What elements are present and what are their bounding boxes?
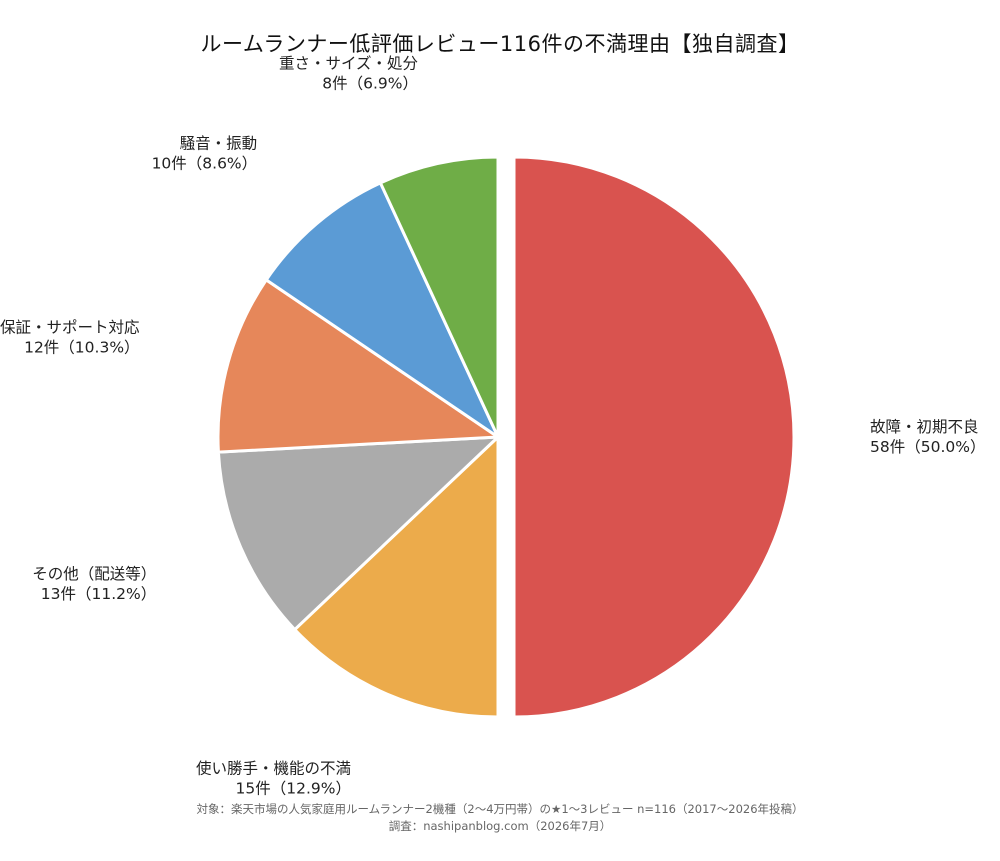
slice-label: 使い勝手・機能の不満 15件（12.9%） xyxy=(196,760,351,798)
slice-label: 騒音・振動 10件（8.6%） xyxy=(152,134,258,172)
slice-value-label: 13件（11.2%） xyxy=(41,585,156,603)
footnote-credit: 調査：nashipanblog.com（2026年7月） xyxy=(388,819,612,833)
slice-label: 故障・初期不良 58件（50.0%） xyxy=(870,418,985,456)
slice-label: 保証・サポート対応 12件（10.3%） xyxy=(0,318,140,356)
pie-slice xyxy=(512,155,796,719)
pie-labels: 故障・初期不良 58件（50.0%） 使い勝手・機能の不満 15件（12.9%） その他… xyxy=(0,55,985,798)
slice-value-label: 15件（12.9%） xyxy=(236,780,351,798)
slice-value-label: 10件（8.6%） xyxy=(152,154,258,172)
pie-slice xyxy=(216,435,500,632)
slice-label: 重さ・サイズ・処分 8件（6.9%） xyxy=(279,55,418,93)
slice-category-label: 保証・サポート対応 xyxy=(0,318,140,336)
slice-category-label: 故障・初期不良 xyxy=(870,418,979,436)
slice-category-label: 使い勝手・機能の不満 xyxy=(196,760,351,778)
pie-slice xyxy=(378,155,500,439)
slice-category-label: その他（配送等） xyxy=(32,565,156,583)
slice-label: その他（配送等） 13件（11.2%） xyxy=(32,565,156,603)
footnote-source: 対象：楽天市場の人気家庭用ルームランナー2機種（2〜4万円帯）の★1〜3レビュー… xyxy=(196,802,804,816)
pie-slice xyxy=(216,278,500,454)
slice-category-label: 重さ・サイズ・処分 xyxy=(279,55,418,73)
chart-title: ルームランナー低評価レビュー116件の不満理由【独自調査】 xyxy=(200,32,800,56)
slice-value-label: 12件（10.3%） xyxy=(24,338,139,356)
slice-value-label: 8件（6.9%） xyxy=(322,75,418,93)
slice-category-label: 騒音・振動 xyxy=(180,134,258,152)
pie-slices xyxy=(216,155,796,719)
pie-slice xyxy=(264,181,500,439)
pie-slice xyxy=(293,435,500,719)
slice-value-label: 58件（50.0%） xyxy=(870,438,985,456)
